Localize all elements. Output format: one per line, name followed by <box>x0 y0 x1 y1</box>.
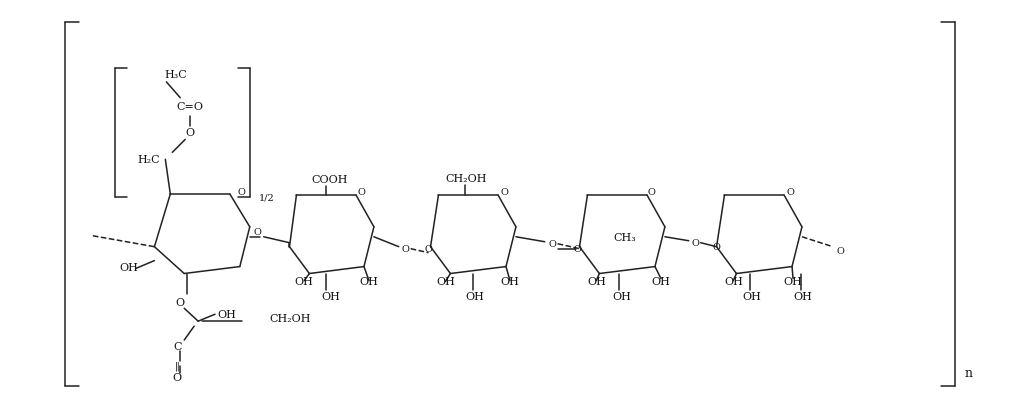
Text: OH: OH <box>466 292 484 302</box>
Text: OH: OH <box>360 277 378 287</box>
Text: ‖: ‖ <box>175 360 180 370</box>
Text: CH₂OH: CH₂OH <box>446 174 487 184</box>
Text: O: O <box>787 187 794 196</box>
Text: H₃C: H₃C <box>165 70 187 80</box>
Text: O: O <box>500 187 508 196</box>
Text: O: O <box>176 298 185 307</box>
Text: C=O: C=O <box>177 101 203 111</box>
Text: COOH: COOH <box>311 175 348 185</box>
Text: O: O <box>357 187 365 196</box>
Text: OH: OH <box>500 277 520 287</box>
Text: H₂C: H₂C <box>137 155 161 165</box>
Text: O: O <box>647 187 655 196</box>
Text: O: O <box>425 245 433 254</box>
Text: OH: OH <box>794 292 813 302</box>
Text: O: O <box>238 187 246 196</box>
Text: C: C <box>173 341 182 351</box>
Text: 1/2: 1/2 <box>259 193 275 202</box>
Text: O: O <box>837 247 844 256</box>
Text: CH₃: CH₃ <box>614 232 637 242</box>
Text: OH: OH <box>743 292 761 302</box>
Text: OH: OH <box>321 292 341 302</box>
Text: OH: OH <box>217 309 236 320</box>
Text: OH: OH <box>651 277 670 287</box>
Text: O: O <box>713 243 721 252</box>
Text: O: O <box>573 245 581 254</box>
Text: O: O <box>549 240 557 249</box>
Text: OH: OH <box>587 277 606 287</box>
Text: O: O <box>254 228 262 237</box>
Text: O: O <box>692 239 700 247</box>
Text: O: O <box>173 372 182 382</box>
Text: O: O <box>401 245 409 254</box>
Text: OH: OH <box>613 292 632 302</box>
Text: CH₂OH: CH₂OH <box>270 313 311 324</box>
Text: OH: OH <box>724 277 743 287</box>
Text: OH: OH <box>436 277 455 287</box>
Text: O: O <box>186 128 195 138</box>
Text: n: n <box>964 367 973 379</box>
Text: OH: OH <box>294 277 312 287</box>
Text: OH: OH <box>119 262 139 272</box>
Text: OH: OH <box>784 277 803 287</box>
